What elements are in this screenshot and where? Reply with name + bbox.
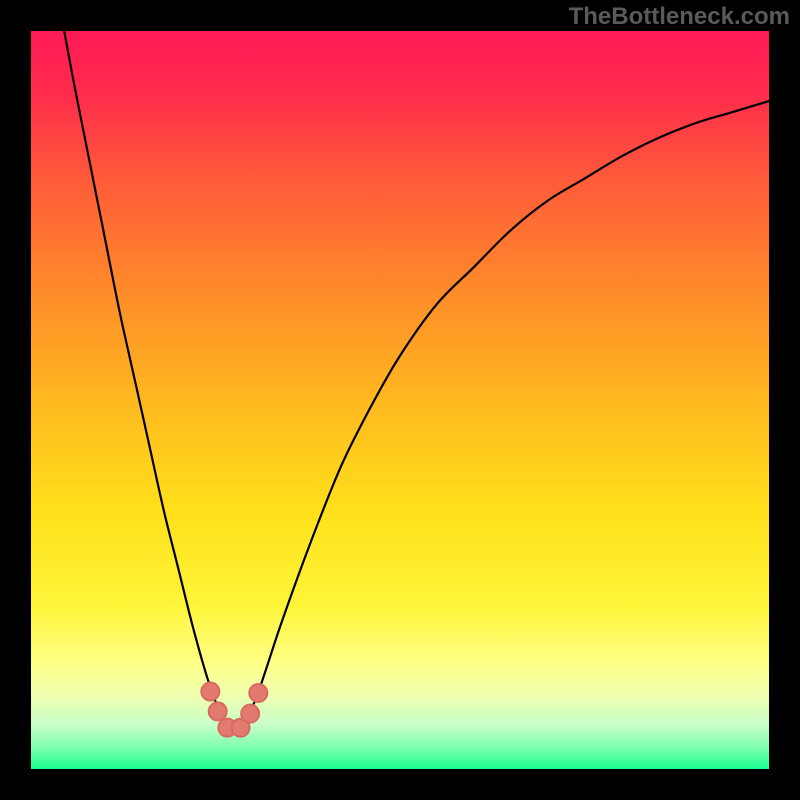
marker-dot	[209, 702, 227, 720]
watermark-text: TheBottleneck.com	[569, 3, 790, 31]
marker-dot	[241, 705, 259, 723]
plot-area	[31, 31, 769, 769]
plot-svg	[31, 31, 769, 769]
marker-dot	[249, 684, 267, 702]
gradient-background	[31, 31, 769, 769]
marker-dot	[201, 683, 219, 701]
